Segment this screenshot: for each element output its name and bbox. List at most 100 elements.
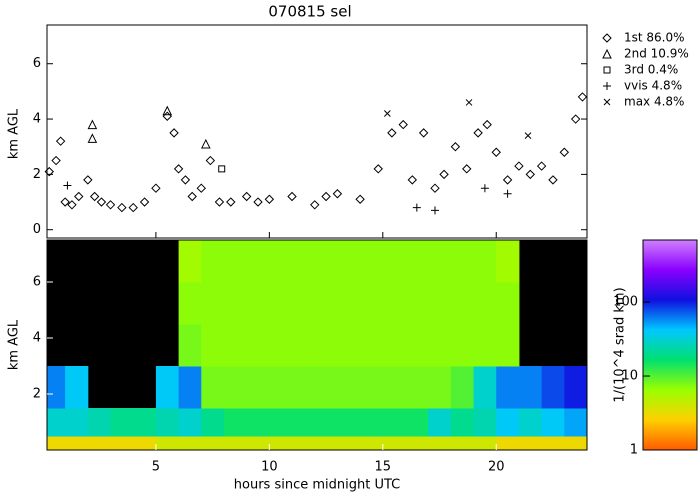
heat-cell [337,240,361,283]
heat-cell [178,282,202,325]
y-tick-label: 6 [33,56,41,71]
heat-cell [314,282,338,325]
heat-cell [65,436,89,450]
heat-cell [292,282,316,325]
y-tick-label: 2 [33,167,41,182]
point [87,119,98,130]
point [60,197,70,207]
heat-cell [178,408,202,437]
point [196,183,206,193]
point [387,128,397,138]
point [63,181,72,190]
heat-cell [450,240,475,283]
legend-label: 1st 86.0% [624,31,685,45]
heat-cell [518,408,543,437]
heat-cell [314,240,338,283]
heat-cell [65,366,89,409]
point [241,191,252,202]
x-axis-title: hours since midnight UTC [234,478,400,493]
plot-frame [46,24,588,239]
heat-cell [47,436,66,450]
heat-cell [223,408,248,437]
heat-cell [496,436,520,450]
point [253,197,263,207]
heat-cell [337,282,361,325]
point [264,194,275,204]
heat-cell [223,366,248,409]
heat-cell [201,324,225,367]
heat-cell [178,324,202,367]
heat-cell [223,240,248,283]
heat-cell [564,408,587,437]
heat-cell [133,408,157,437]
point [44,166,54,177]
heat-cell [541,366,565,409]
point [214,197,225,207]
y-tick-label: 6 [33,275,41,290]
point [525,169,535,180]
heat-cell [292,408,316,437]
point [321,191,331,202]
heat-cell [405,282,429,325]
point [407,175,418,185]
x-tick-label: 20 [488,460,505,475]
heat-cell [518,436,543,450]
colorbar-title: 1/(10^4 srad km) [613,287,628,402]
heat-cell [292,366,316,409]
point [67,200,77,210]
heat-cell [246,408,270,437]
heat-cell [473,366,497,409]
heat-cell [337,324,361,367]
heat-cell [428,366,452,409]
heatmap [47,240,587,450]
point [128,202,138,213]
heat-cell [269,282,293,325]
point [430,206,439,215]
heat-cell [269,436,293,450]
heat-cell [382,366,406,409]
heat-cell [292,240,316,283]
heat-cell [360,282,384,325]
point [162,105,173,116]
point [187,191,197,202]
point [418,128,429,138]
heat-cell [201,366,225,409]
heat-cell [405,324,429,367]
heat-cell [450,282,475,325]
heat-cell [314,408,338,437]
point [355,194,365,204]
heat-cell [428,436,452,450]
heat-cell [405,408,429,437]
heat-cell [428,282,452,325]
heat-cell [269,408,293,437]
legend-marker [602,48,612,59]
heat-cell [473,282,497,325]
heat-cell [564,436,587,450]
heat-cell [450,436,475,450]
heat-cell [314,324,338,367]
point [173,164,184,174]
point [226,197,236,207]
point [536,161,547,171]
point [74,191,84,202]
heat-cell [541,436,565,450]
heat-cell [223,282,248,325]
y-axis-title: km AGL [7,319,22,370]
heat-cell [405,240,429,283]
point [51,155,61,166]
heat-cell [201,436,225,450]
heat-cell [360,324,384,367]
point [117,202,127,213]
point [503,189,512,198]
heat-cell [496,366,520,409]
point [398,119,408,130]
heat-cell [155,366,180,409]
point [412,203,421,212]
heat-cell [178,436,202,450]
point [169,128,179,138]
heat-cell [87,436,112,450]
point [151,183,161,193]
heat-cell [178,240,202,283]
point [450,142,461,152]
heat-cell [292,324,316,367]
